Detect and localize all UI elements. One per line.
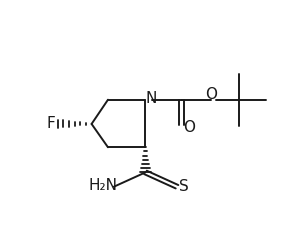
Text: N: N [146, 91, 157, 106]
Text: F: F [47, 116, 56, 131]
Text: O: O [205, 87, 217, 102]
Text: S: S [179, 179, 188, 194]
Text: O: O [183, 120, 195, 135]
Text: H₂N: H₂N [89, 178, 118, 193]
